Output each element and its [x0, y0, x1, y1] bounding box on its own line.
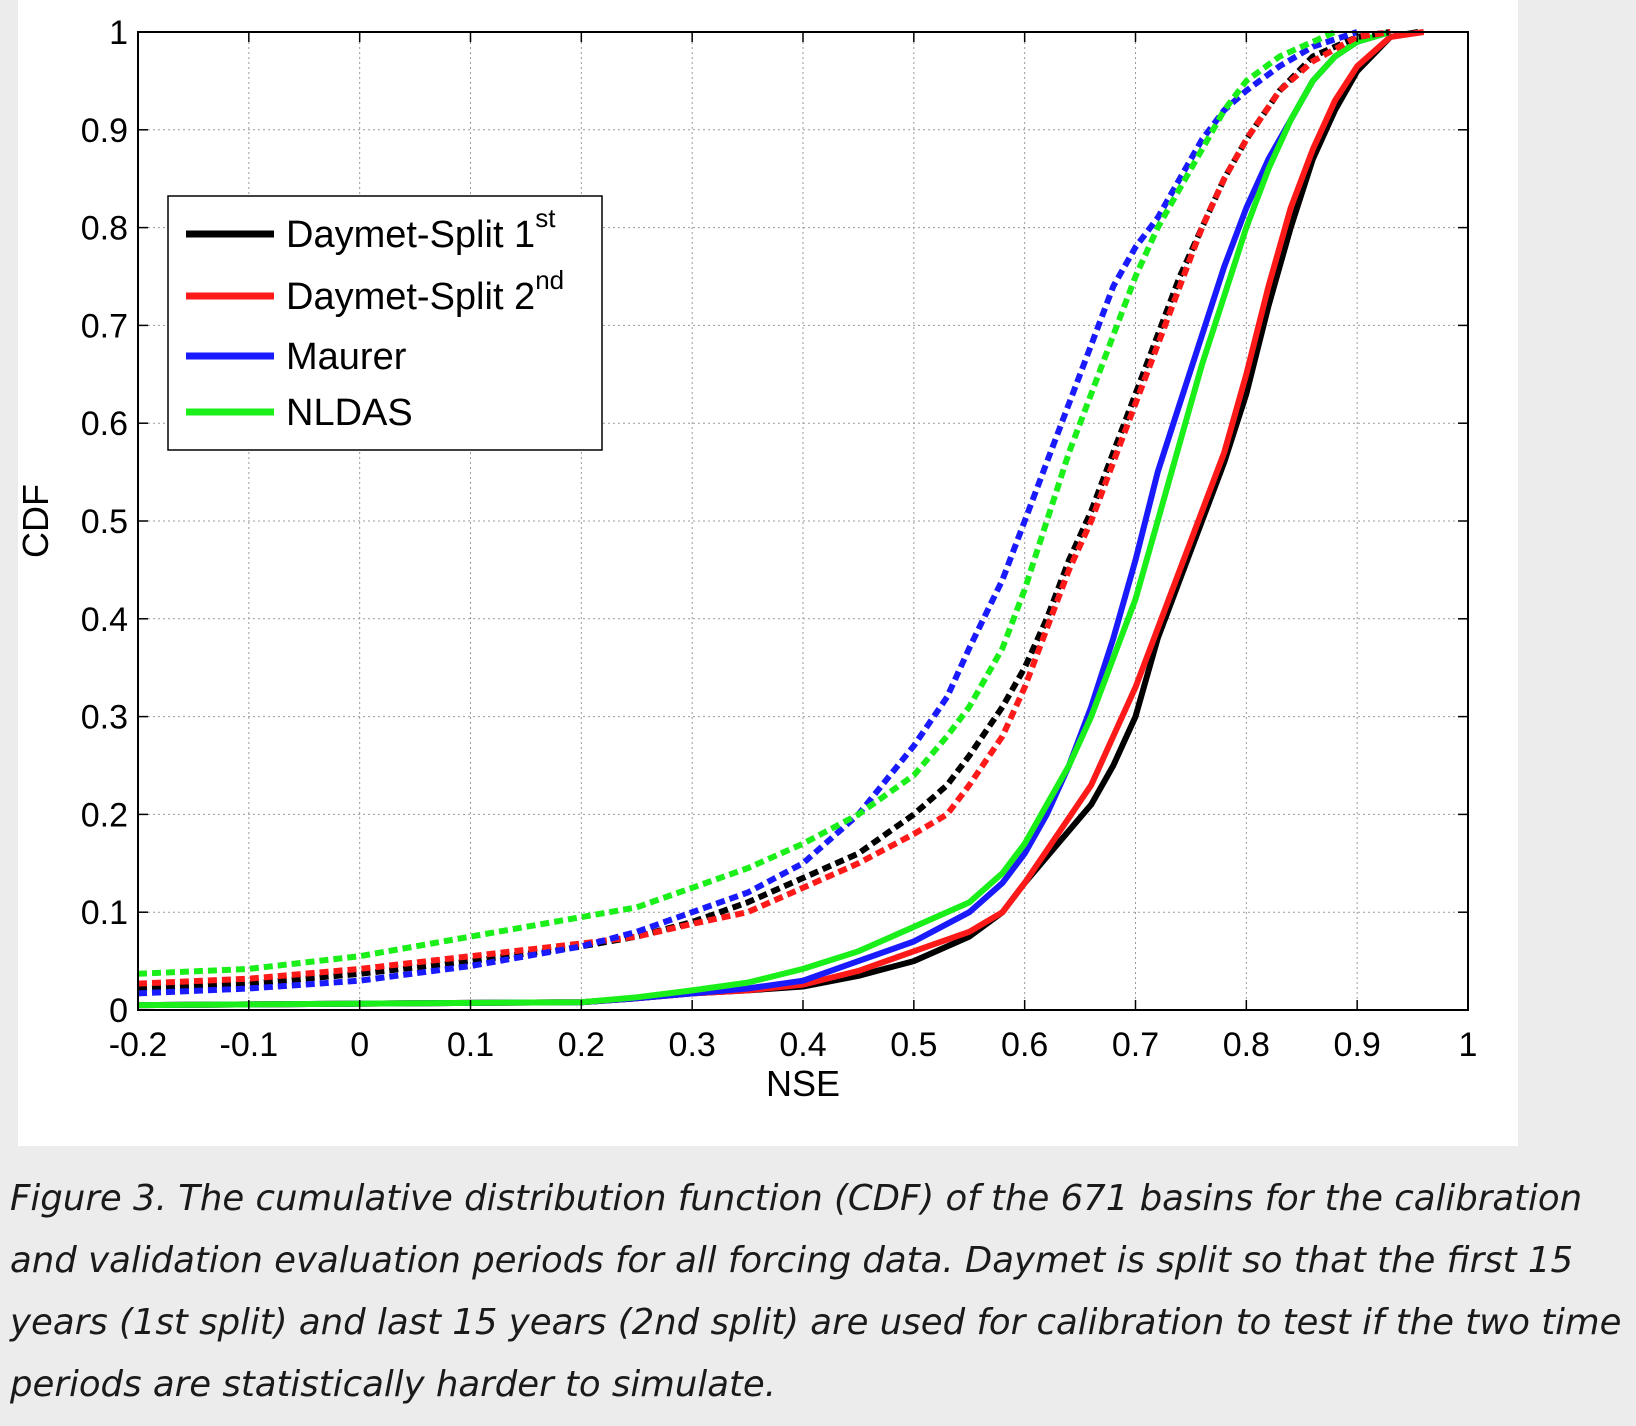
y-tick-label: 0.4	[81, 601, 128, 639]
x-tick-label: -0.1	[220, 1026, 279, 1064]
x-tick-label: 0.3	[669, 1026, 716, 1064]
y-tick-label: 1	[109, 14, 128, 52]
series-line-green-dashed	[137, 29, 1337, 977]
x-tick-label: 0.1	[447, 1026, 494, 1064]
legend-label: Daymet-Split 2nd	[286, 265, 564, 318]
x-tick-label: -0.2	[109, 1026, 168, 1064]
y-tick-label: 0.3	[81, 699, 128, 737]
legend: Daymet-Split 1st Daymet-Split 2nd Maurer NL…	[167, 195, 603, 451]
y-tick-label: 0.6	[81, 405, 128, 443]
x-tick-label: 0.9	[1334, 1026, 1381, 1064]
x-tick-label: 0.2	[558, 1026, 605, 1064]
series-lines	[137, 29, 1425, 1009]
y-ticks: 0 0.1 0.2 0.3 0.4 0.5 0.6 0.7 0.8 0.9 1	[81, 14, 1468, 1030]
x-tick-label: 1	[1459, 1026, 1478, 1064]
legend-label-sup: nd	[535, 265, 564, 295]
series-line-blue-dashed	[137, 29, 1359, 997]
x-ticks: -0.2 -0.1 0 0.1 0.2 0.3 0.4 0.5 0.6 0.7 0.8 0.9 1	[109, 32, 1478, 1064]
x-tick-label: 0.4	[779, 1026, 826, 1064]
series-line-green-solid	[137, 29, 1392, 1009]
legend-label-text: Maurer	[286, 336, 407, 378]
legend-label-text: Daymet-Split 2	[286, 276, 535, 318]
y-tick-label: 0.2	[81, 796, 128, 834]
y-tick-label: 0	[109, 992, 128, 1030]
y-tick-label: 0.1	[81, 894, 128, 932]
y-tick-label: 0.8	[81, 210, 128, 248]
legend-label-text: Daymet-Split 1	[286, 214, 535, 256]
legend-label-sup: st	[535, 203, 556, 233]
legend-label: Daymet-Split 1st	[286, 203, 556, 256]
x-tick-label: 0.8	[1223, 1026, 1270, 1064]
legend-label: Maurer	[286, 336, 407, 378]
legend-label: NLDAS	[286, 392, 413, 434]
x-tick-label: 0.7	[1112, 1026, 1159, 1064]
x-tick-label: 0.6	[1001, 1026, 1048, 1064]
x-tick-label: 0.5	[890, 1026, 937, 1064]
cdf-chart: -0.2 -0.1 0 0.1 0.2 0.3 0.4 0.5 0.6 0.7 0.8 0.9 1 00…	[18, 14, 1478, 1104]
legend-label-text: NLDAS	[286, 392, 413, 434]
y-tick-label: 0.7	[81, 307, 128, 345]
figure-caption: Figure 3. The cumulative distribution fu…	[10, 1178, 1622, 1405]
x-tick-label: 0	[350, 1026, 369, 1064]
y-tick-label: 0.5	[81, 503, 128, 541]
y-tick-label: 0.9	[81, 112, 128, 150]
legend-box	[167, 195, 603, 451]
x-axis-title: NSE	[766, 1063, 840, 1104]
y-axis-title: CDF	[18, 484, 56, 558]
